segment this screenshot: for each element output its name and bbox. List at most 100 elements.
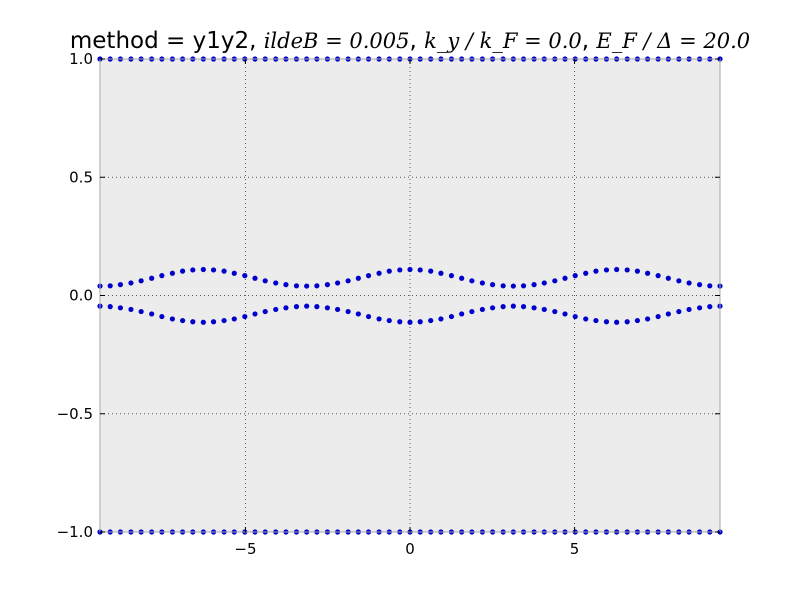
data-point	[562, 311, 568, 317]
data-point	[634, 317, 640, 324]
data-point	[180, 268, 186, 274]
data-point	[397, 267, 403, 273]
data-point	[593, 317, 599, 324]
data-point	[572, 273, 578, 279]
y-tick-label: 0.0	[69, 287, 93, 305]
data-point	[159, 273, 165, 279]
data-point	[645, 270, 651, 276]
data-point	[314, 283, 320, 289]
data-point	[376, 270, 382, 276]
data-point	[324, 282, 330, 288]
series-1	[97, 266, 723, 289]
data-point	[345, 308, 351, 315]
data-point	[376, 316, 382, 322]
data-point	[603, 319, 610, 325]
data-point	[541, 306, 547, 313]
data-point	[107, 283, 113, 289]
data-point	[283, 282, 289, 288]
data-point	[469, 308, 475, 315]
data-point	[459, 275, 465, 281]
data-point	[562, 275, 568, 281]
y-tick-label: −1.0	[57, 523, 93, 541]
data-point	[273, 280, 279, 286]
data-point	[676, 278, 682, 284]
data-point	[242, 313, 248, 320]
data-point	[231, 270, 237, 276]
data-point	[614, 319, 620, 325]
data-point	[262, 308, 268, 315]
data-point	[490, 305, 496, 311]
data-point	[273, 306, 279, 313]
data-point	[583, 316, 589, 322]
axis-ticks	[100, 58, 720, 533]
data-points	[97, 56, 723, 535]
data-point	[407, 266, 413, 273]
data-point	[355, 311, 361, 317]
data-point	[655, 313, 661, 320]
data-point	[190, 267, 196, 273]
data-point	[304, 283, 310, 289]
data-point	[541, 280, 547, 286]
data-point	[520, 304, 527, 310]
data-point	[117, 305, 124, 311]
data-point	[428, 317, 434, 324]
data-point	[645, 316, 651, 322]
data-point	[500, 304, 506, 310]
data-point	[500, 283, 506, 289]
data-point	[583, 270, 589, 276]
data-point	[490, 282, 496, 288]
data-point	[531, 282, 537, 288]
data-point	[314, 304, 320, 310]
x-tick-label: −5	[234, 540, 256, 558]
data-point	[138, 308, 144, 315]
title-param-ef: E_F / Δ = 20.0	[596, 29, 751, 53]
data-point	[180, 317, 186, 324]
data-point	[572, 313, 578, 320]
x-tick-label: 0	[405, 540, 415, 558]
data-point	[365, 313, 372, 320]
data-point	[448, 313, 455, 320]
data-point	[252, 311, 258, 317]
data-point	[221, 317, 227, 324]
data-point	[386, 317, 392, 324]
data-point	[159, 313, 165, 320]
data-point	[221, 268, 227, 274]
data-point	[407, 319, 413, 325]
data-point	[676, 308, 682, 315]
data-point	[138, 278, 144, 284]
data-point	[397, 319, 403, 325]
data-point	[210, 319, 217, 325]
title-param-ky: k_y / k_F = 0.0	[424, 29, 582, 53]
tick-labels: −5 0 5 −1.0 −0.5 0.0 0.5 1.0	[57, 50, 580, 558]
data-point	[252, 275, 258, 281]
data-point	[479, 306, 485, 313]
data-point	[149, 275, 155, 281]
data-point	[293, 283, 300, 289]
data-point	[210, 267, 217, 273]
data-point	[169, 316, 175, 322]
data-point	[469, 278, 475, 284]
data-point	[552, 308, 558, 315]
data-point	[169, 270, 175, 276]
data-point	[707, 283, 713, 289]
data-point	[624, 267, 630, 273]
data-point	[200, 266, 206, 273]
data-point	[128, 306, 134, 313]
data-point	[190, 319, 196, 325]
data-point	[335, 280, 341, 286]
data-point	[510, 283, 516, 289]
data-point	[655, 273, 661, 279]
grid-lines	[100, 59, 720, 532]
data-point	[510, 303, 516, 309]
data-point	[696, 305, 703, 311]
data-point	[707, 304, 713, 310]
title-param-b: ildeB = 0.005	[263, 29, 410, 53]
data-point	[438, 316, 444, 322]
data-point	[552, 278, 558, 284]
y-tick-label: 0.5	[69, 168, 93, 186]
title-separator-1: ,	[409, 28, 425, 54]
data-point	[283, 305, 289, 311]
data-point	[355, 275, 361, 281]
data-point	[242, 273, 248, 279]
data-point	[304, 303, 310, 309]
